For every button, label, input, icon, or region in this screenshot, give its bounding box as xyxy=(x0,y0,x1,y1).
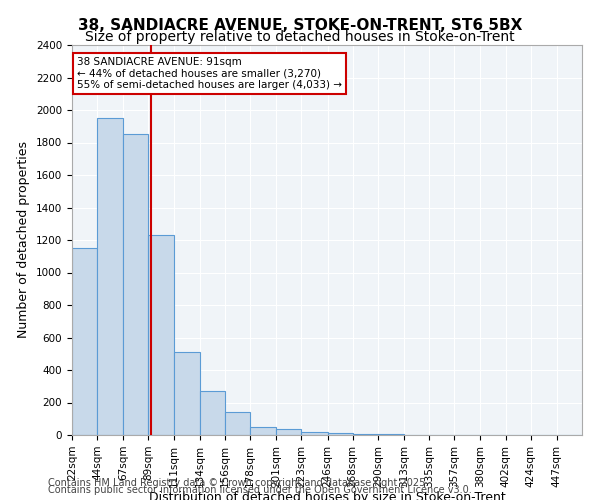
Text: Contains public sector information licensed under the Open Government Licence v3: Contains public sector information licen… xyxy=(48,485,472,495)
Bar xyxy=(328,434,353,435)
Bar xyxy=(200,391,225,435)
X-axis label: Distribution of detached houses by size in Stoke-on-Trent: Distribution of detached houses by size … xyxy=(149,491,505,500)
Bar xyxy=(353,434,378,435)
Bar xyxy=(173,352,200,435)
Bar xyxy=(378,434,404,435)
Text: Contains HM Land Registry data © Crown copyright and database right 2025.: Contains HM Land Registry data © Crown c… xyxy=(48,478,428,488)
Bar xyxy=(301,432,328,435)
Text: Size of property relative to detached houses in Stoke-on-Trent: Size of property relative to detached ho… xyxy=(85,30,515,44)
Bar xyxy=(225,412,250,435)
Text: 38, SANDIACRE AVENUE, STOKE-ON-TRENT, ST6 5BX: 38, SANDIACRE AVENUE, STOKE-ON-TRENT, ST… xyxy=(78,18,522,32)
Bar xyxy=(250,427,276,435)
Y-axis label: Number of detached properties: Number of detached properties xyxy=(17,142,31,338)
Bar xyxy=(72,248,97,435)
Text: 38 SANDIACRE AVENUE: 91sqm
← 44% of detached houses are smaller (3,270)
55% of s: 38 SANDIACRE AVENUE: 91sqm ← 44% of deta… xyxy=(77,56,342,90)
Bar xyxy=(148,235,173,435)
Bar xyxy=(124,134,148,435)
Bar xyxy=(97,118,124,435)
Bar xyxy=(276,430,301,435)
